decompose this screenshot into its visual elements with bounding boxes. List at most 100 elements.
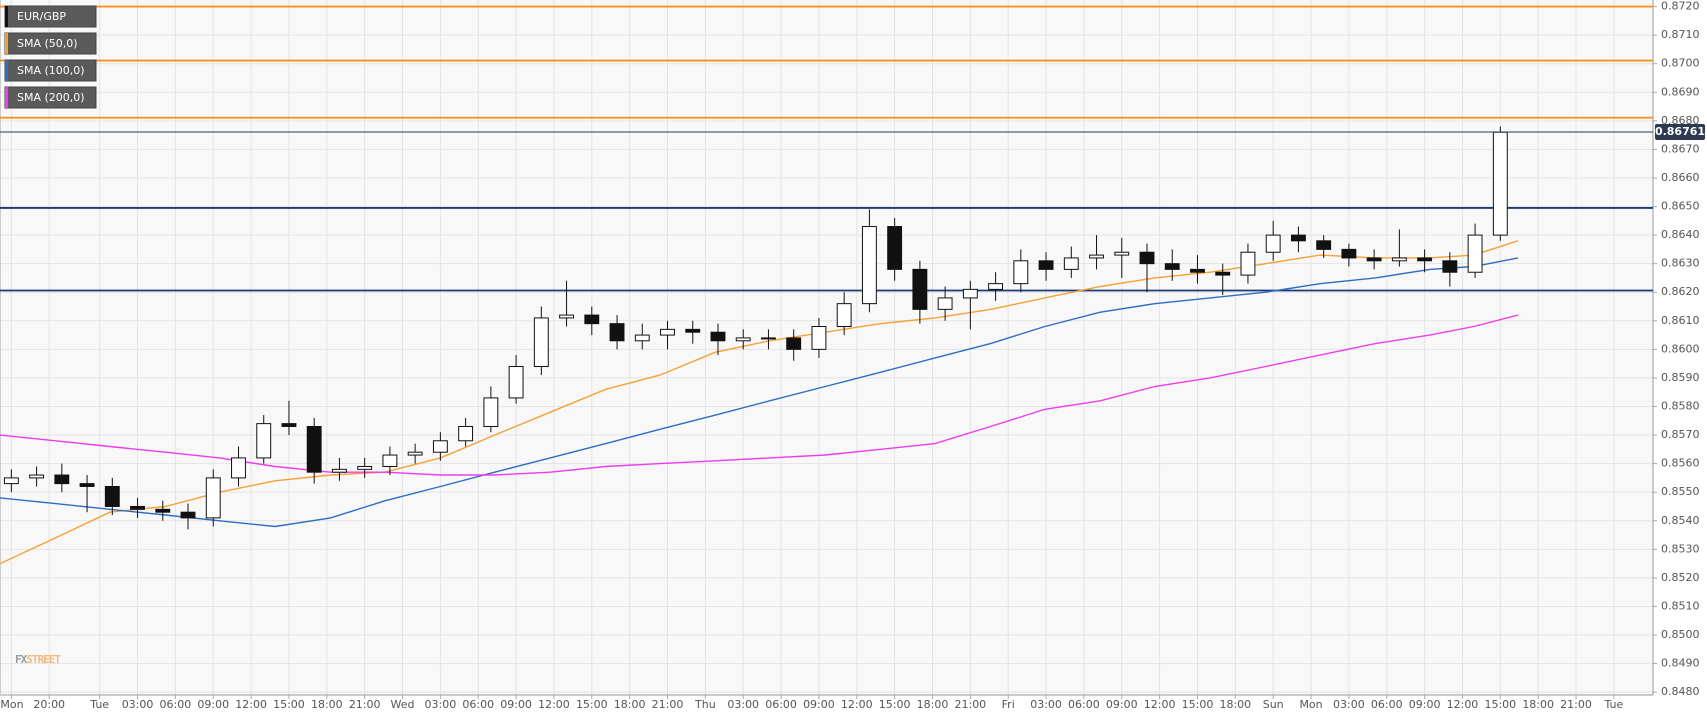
candle-body bbox=[1265, 234, 1281, 253]
candle-body bbox=[1290, 234, 1306, 242]
x-tick-label: 12:00 bbox=[841, 698, 873, 711]
y-tick-label: 0.8660 bbox=[1661, 171, 1700, 184]
x-tick-label: 18:00 bbox=[917, 698, 949, 711]
candle-body bbox=[1240, 251, 1256, 276]
candle bbox=[735, 329, 751, 350]
candle bbox=[29, 466, 45, 487]
y-tick-label: 0.8510 bbox=[1661, 599, 1700, 612]
candle-body bbox=[761, 337, 776, 340]
legend-item: EUR/GBP bbox=[4, 5, 97, 28]
candle-body bbox=[130, 505, 145, 510]
candle-body bbox=[1341, 248, 1357, 259]
candle bbox=[1240, 243, 1256, 284]
watermark-prefix: FX bbox=[15, 653, 28, 666]
candle bbox=[256, 415, 272, 464]
candle-body bbox=[634, 334, 650, 342]
legend-swatch bbox=[5, 87, 8, 108]
candle bbox=[155, 500, 171, 521]
candle-body bbox=[256, 423, 272, 459]
candle bbox=[1063, 246, 1079, 278]
candle bbox=[1265, 220, 1281, 261]
candle-body bbox=[382, 454, 398, 467]
watermark-suffix: STREET bbox=[26, 653, 61, 666]
x-tick-label: 15:00 bbox=[879, 698, 911, 711]
candle-body bbox=[331, 468, 347, 473]
candle-body bbox=[786, 337, 802, 350]
x-tick-label: 03:00 bbox=[122, 698, 154, 711]
candle-body bbox=[660, 328, 675, 336]
candle bbox=[609, 315, 625, 350]
candle bbox=[887, 217, 903, 281]
y-tick-label: 0.8670 bbox=[1661, 142, 1700, 155]
legend-item: SMA (200,0) bbox=[4, 86, 97, 109]
candle-body bbox=[508, 365, 524, 399]
candle-body bbox=[1139, 251, 1155, 265]
x-tick-label: 09:00 bbox=[1106, 698, 1138, 711]
y-tick-label: 0.8490 bbox=[1661, 657, 1700, 670]
candle bbox=[281, 400, 297, 436]
candle bbox=[1013, 249, 1029, 293]
candle-body bbox=[79, 483, 95, 487]
y-tick-label: 0.8530 bbox=[1661, 542, 1700, 555]
x-tick-label: 06:00 bbox=[1068, 698, 1100, 711]
y-tick-label: 0.8640 bbox=[1661, 228, 1700, 241]
x-tick-label: 09:00 bbox=[197, 698, 229, 711]
y-tick-label: 0.8620 bbox=[1661, 285, 1700, 298]
x-tick-label: 21:00 bbox=[1560, 698, 1592, 711]
candle-body bbox=[432, 440, 448, 453]
x-tick-label: 15:00 bbox=[1182, 698, 1214, 711]
candle bbox=[811, 317, 827, 358]
y-tick-label: 0.8550 bbox=[1661, 485, 1700, 498]
candle-body bbox=[155, 508, 171, 513]
candle-body bbox=[861, 226, 877, 305]
candle-body bbox=[988, 283, 1004, 290]
x-tick-label: 12:00 bbox=[538, 698, 570, 711]
candle bbox=[1417, 249, 1433, 273]
candle bbox=[559, 280, 575, 327]
candle bbox=[3, 469, 19, 493]
candle bbox=[1139, 243, 1155, 293]
candle bbox=[54, 463, 70, 493]
candle bbox=[1391, 229, 1407, 267]
candle-body bbox=[231, 457, 246, 479]
candle bbox=[1215, 263, 1231, 296]
x-tick-label: 18:00 bbox=[1219, 698, 1251, 711]
candle bbox=[79, 475, 95, 513]
y-tick-label: 0.8720 bbox=[1661, 0, 1700, 13]
y-tick-label: 0.8690 bbox=[1661, 85, 1700, 98]
candle-body bbox=[1063, 257, 1079, 270]
candle bbox=[382, 446, 398, 476]
candle-body bbox=[962, 288, 978, 299]
candle bbox=[1038, 252, 1054, 281]
candle bbox=[786, 329, 802, 361]
legend-label: SMA (50,0) bbox=[17, 37, 78, 50]
candle-body bbox=[1442, 260, 1458, 273]
candle-body bbox=[609, 323, 625, 342]
x-tick-label: 03:00 bbox=[425, 698, 457, 711]
candle-body bbox=[1114, 251, 1130, 256]
candle-body bbox=[1190, 268, 1205, 273]
candle bbox=[1164, 249, 1180, 281]
x-tick-label: 06:00 bbox=[160, 698, 192, 711]
x-tick-label: Sun bbox=[1263, 698, 1284, 711]
x-tick-label: 18:00 bbox=[1522, 698, 1554, 711]
candle bbox=[407, 443, 423, 464]
candle bbox=[306, 417, 322, 484]
y-tick-label: 0.8590 bbox=[1661, 371, 1700, 384]
candle-body bbox=[887, 226, 903, 270]
x-tick-label: 18:00 bbox=[311, 698, 343, 711]
candle-body bbox=[54, 474, 70, 485]
candle bbox=[357, 457, 373, 478]
candle-body bbox=[104, 485, 120, 507]
candle bbox=[1089, 235, 1104, 270]
y-tick-label: 0.8570 bbox=[1661, 428, 1700, 441]
candle-body bbox=[1366, 257, 1382, 262]
x-tick-label: Wed bbox=[391, 698, 415, 711]
y-tick-label: 0.8630 bbox=[1661, 257, 1700, 270]
candle bbox=[962, 280, 978, 330]
legend-item: SMA (100,0) bbox=[4, 59, 97, 82]
candle bbox=[584, 306, 600, 336]
candle bbox=[104, 477, 120, 516]
legend-swatch bbox=[5, 6, 8, 27]
